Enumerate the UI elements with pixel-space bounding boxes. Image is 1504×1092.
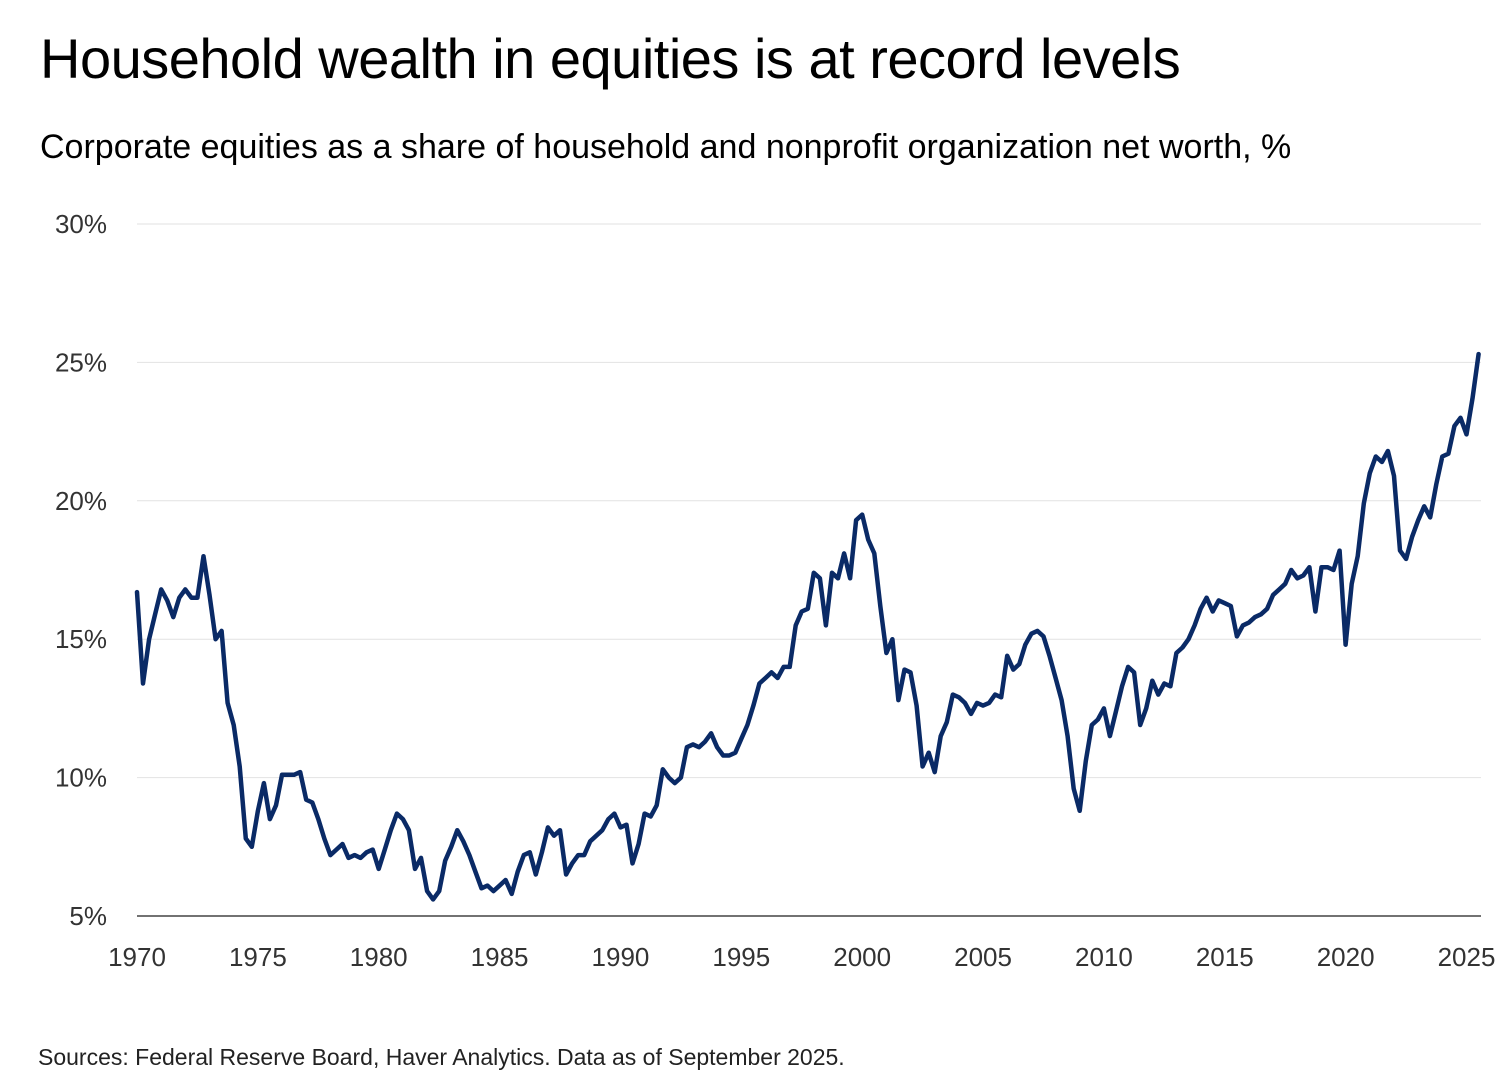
x-tick-label: 2015 xyxy=(1196,942,1254,972)
x-tick-label: 1985 xyxy=(471,942,529,972)
x-tick-label: 2000 xyxy=(833,942,891,972)
x-axis-ticks: 1970 1975 1980 1985 1990 1995 2000 2005 2010 2015… xyxy=(108,942,1495,972)
x-tick-label: 2025 xyxy=(1438,942,1496,972)
y-tick-label: 30% xyxy=(55,209,107,239)
y-tick-label: 10% xyxy=(55,763,107,793)
equity-share-line xyxy=(134,351,1481,902)
chart-title: Household wealth in equities is at recor… xyxy=(40,27,1181,90)
x-tick-label: 1975 xyxy=(229,942,287,972)
x-tick-label: 2005 xyxy=(954,942,1012,972)
gridlines xyxy=(137,223,1481,779)
y-tick-label: 25% xyxy=(55,347,107,377)
y-tick-label: 20% xyxy=(55,486,107,516)
y-tick-label: 5% xyxy=(69,901,107,931)
source-note: Sources: Federal Reserve Board, Haver An… xyxy=(38,1044,845,1070)
y-axis-ticks: 5% 10% 15% 20% 25% 30% xyxy=(55,209,107,931)
x-tick-label: 1970 xyxy=(108,942,166,972)
x-tick-label: 1990 xyxy=(592,942,650,972)
x-tick-label: 2010 xyxy=(1075,942,1133,972)
chart-subtitle: Corporate equities as a share of househo… xyxy=(40,128,1292,166)
y-tick-label: 15% xyxy=(55,624,107,654)
x-tick-label: 1980 xyxy=(350,942,408,972)
x-tick-label: 1995 xyxy=(712,942,770,972)
x-tick-label: 2020 xyxy=(1317,942,1375,972)
